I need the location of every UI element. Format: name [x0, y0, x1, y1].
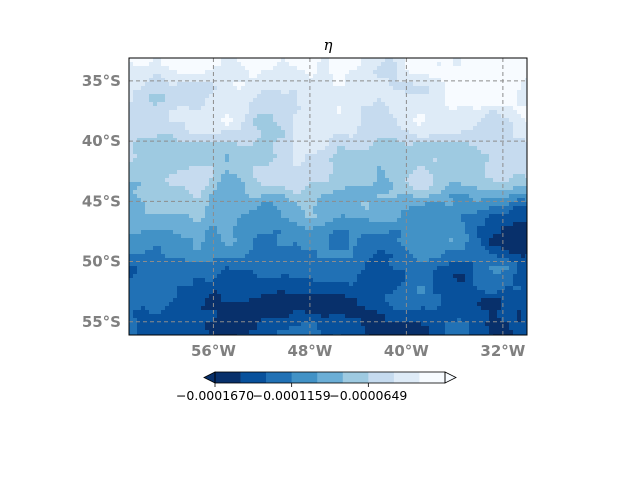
colorbar-swatch — [266, 372, 292, 383]
latitude-tick-label: 40°S — [82, 132, 121, 150]
colorbar-swatch — [240, 372, 267, 383]
colorbar-extend-low — [203, 371, 216, 384]
colorbar-tick-label: −0.0001159 — [253, 388, 331, 403]
colorbar-swatch — [393, 372, 420, 383]
longitude-tick-label: 56°W — [191, 342, 236, 360]
colorbar-swatch — [368, 372, 395, 383]
colorbar-swatch — [342, 372, 369, 383]
colorbar: −0.0001670−0.0001159−0.0000649 — [176, 371, 457, 403]
map-frame — [128, 57, 528, 336]
contour-map — [129, 58, 527, 335]
gridlines — [129, 58, 527, 335]
latitude-tick-label: 55°S — [82, 313, 121, 331]
colorbar-swatch — [215, 372, 241, 383]
longitude-tick-label: 48°W — [287, 342, 332, 360]
colorbar-swatch — [317, 372, 344, 383]
colorbar-swatch — [291, 372, 318, 383]
colorbar-extend-high — [444, 371, 457, 384]
latitude-labels: 35°S 40°S 45°S 50°S 55°S — [82, 72, 121, 331]
latitude-tick-label: 50°S — [82, 253, 121, 271]
colorbar-frame — [214, 371, 446, 384]
map-title: η — [324, 36, 333, 54]
colorbar-tick-label: −0.0001670 — [176, 388, 254, 403]
longitude-tick-label: 40°W — [384, 342, 429, 360]
colorbar-swatch — [419, 372, 446, 383]
latitude-tick-label: 45°S — [82, 192, 121, 210]
longitude-tick-label: 32°W — [480, 342, 525, 360]
latitude-tick-label: 35°S — [82, 72, 121, 90]
longitude-labels: 56°W 48°W 40°W 32°W — [191, 342, 526, 360]
colorbar-tick-label: −0.0000649 — [329, 388, 407, 403]
